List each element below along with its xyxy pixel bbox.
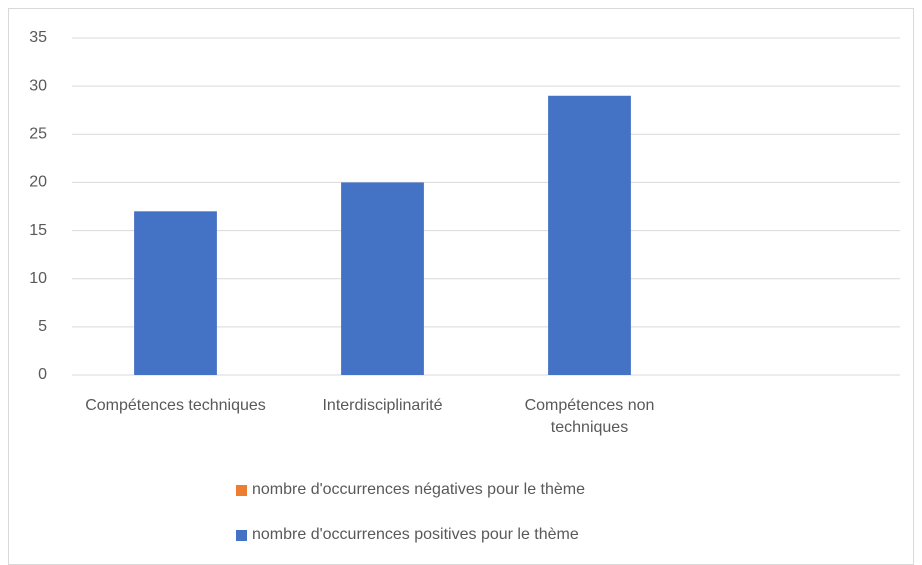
y-tick-label: 0 <box>38 366 47 383</box>
x-tick-label: Compétences non techniques <box>524 397 655 436</box>
y-tick-label: 15 <box>29 222 47 239</box>
legend-label: nombre d'occurrences négatives pour le t… <box>252 481 585 498</box>
bar <box>134 211 217 375</box>
y-tick-label: 30 <box>29 77 47 94</box>
y-tick-label: 10 <box>29 270 47 287</box>
bar <box>341 182 424 375</box>
y-tick-label: 25 <box>29 126 47 143</box>
y-tick-label: 5 <box>38 318 47 335</box>
bar <box>548 95 631 376</box>
x-tick-label: Interdisciplinarité <box>322 397 443 414</box>
legend-swatch <box>236 485 247 496</box>
legend-label: nombre d'occurrences positives pour le t… <box>252 526 579 543</box>
y-tick-label: 20 <box>29 174 47 191</box>
y-tick-label: 35 <box>29 29 47 46</box>
legend-swatch <box>236 530 247 541</box>
x-tick-label: Compétences techniques <box>85 397 266 414</box>
